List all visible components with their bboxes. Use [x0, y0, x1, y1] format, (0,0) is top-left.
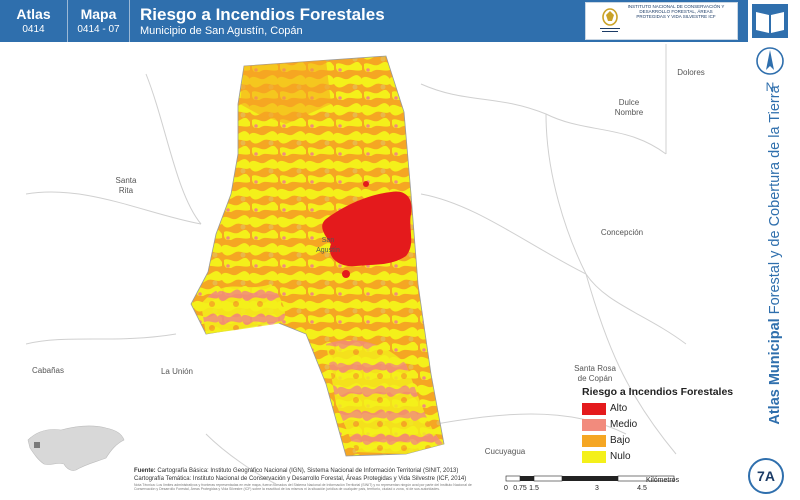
page-subtitle: Municipio de San Agustín, Copán: [140, 25, 303, 37]
map-cell: Mapa 0414 - 07: [68, 0, 130, 42]
place-la-union: La Unión: [160, 367, 194, 376]
sidebar-title-rest: Forestal y de Cobertura de la Tierra: [767, 85, 783, 319]
legend-swatch-nulo: [582, 451, 606, 463]
legend-title: Riesgo a Incendios Forestales: [582, 386, 734, 398]
honduras-inset-map: [27, 425, 125, 471]
legend-item: Medio: [582, 417, 752, 433]
place-dolores: Dolores: [677, 68, 705, 77]
place-santa-rita: Santa Rita: [115, 176, 137, 195]
page-title: Riesgo a Incendios Forestales: [140, 5, 385, 24]
map-label: Mapa: [80, 6, 117, 22]
legend-swatch-medio: [582, 419, 606, 431]
sidebar-title: Atlas Municipal Forestal y de Cobertura …: [767, 85, 783, 424]
legend-item: Nulo: [582, 449, 752, 465]
atlas-code: 0414: [22, 24, 45, 35]
book-icon: [752, 4, 788, 38]
atlas-label: Atlas: [16, 6, 51, 22]
scale-tick-0: 0: [504, 485, 508, 492]
legend: Riesgo a Incendios Forestales Alto Medio…: [582, 386, 752, 465]
location-marker: [34, 442, 40, 448]
place-cabanas: Cabañas: [31, 366, 65, 375]
place-cucuyagua: Cucuyagua: [484, 447, 526, 456]
north-arrow-icon: N: [756, 47, 784, 94]
legend-item: Bajo: [582, 433, 752, 449]
map-number-badge: 7A: [748, 458, 784, 494]
legend-swatch-bajo: [582, 435, 606, 447]
source-label: Fuente:: [134, 468, 156, 474]
source-block: Fuente: Cartografía Básica: Instituto Ge…: [134, 468, 494, 491]
scale-tick-2: 1.5: [529, 485, 539, 492]
high-risk-zone: [322, 191, 412, 267]
municipality-polygon: [190, 55, 445, 457]
sidebar-title-bold: Atlas Municipal: [767, 318, 783, 425]
atlas-cell: Atlas 0414: [0, 0, 68, 42]
scale-tick-1: 0.75: [513, 485, 527, 492]
scale-unit: Kilómetros: [646, 477, 680, 484]
legend-label-nulo: Nulo: [610, 451, 631, 462]
place-dulce-nombre: Dulce Nombre: [614, 98, 644, 117]
map-canvas: [26, 44, 742, 484]
header-bar: Atlas 0414 Mapa 0414 - 07 Riesgo a Incen…: [0, 0, 748, 42]
place-concepcion: Concepción: [600, 228, 644, 237]
legend-swatch-alto: [582, 403, 606, 415]
scale-tick-4: 4.5: [637, 485, 647, 492]
logo-text: INSTITUTO NACIONAL DE CONSERVACIÓN Y DES…: [627, 4, 725, 19]
legend-label-medio: Medio: [610, 419, 638, 430]
north-label: N: [766, 80, 775, 94]
legend-label-bajo: Bajo: [610, 435, 631, 446]
government-seal-icon: [600, 8, 620, 32]
scale-tick-3: 3: [595, 485, 599, 492]
place-san-agustin: San Agustín: [316, 237, 340, 254]
map-code: 0414 - 07: [77, 24, 120, 35]
legend-label-alto: Alto: [610, 403, 628, 414]
scale-bar: 0 0.75 1.5 3 4.5 Kilómetros: [504, 475, 680, 492]
place-santa-rosa: Santa Rosa de Copán: [574, 364, 616, 383]
legend-item: Alto: [582, 401, 752, 417]
source-line-2: Cartografía Temática: Instituto Nacional…: [134, 475, 467, 482]
logos-panel: INSTITUTO NACIONAL DE CONSERVACIÓN Y DES…: [585, 2, 738, 40]
source-line-1: Cartografía Básica: Instituto Geográfico…: [157, 468, 459, 474]
source-note: Nota Técnica: Los límites administrativo…: [134, 483, 472, 491]
